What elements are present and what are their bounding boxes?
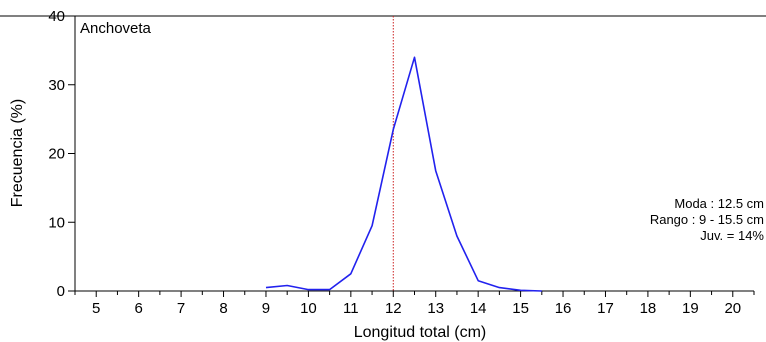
x-tick-label: 6 xyxy=(134,300,142,317)
x-tick-label: 13 xyxy=(427,300,444,317)
x-tick-label: 5 xyxy=(92,300,100,317)
x-tick-label: 18 xyxy=(640,300,657,317)
y-tick-label: 10 xyxy=(48,214,65,231)
x-tick-label: 16 xyxy=(555,300,572,317)
x-tick-label: 19 xyxy=(682,300,699,317)
x-axis-title: Longitud total (cm) xyxy=(354,324,487,341)
series-line xyxy=(265,56,542,292)
y-axis-title: Frecuencia (%) xyxy=(9,99,26,207)
x-tick-label: 20 xyxy=(724,300,741,317)
x-axis: 5 6 7 8 9 10 11 12 13 14 15 16 17 18 19 20 xyxy=(74,290,755,317)
series-group xyxy=(265,56,542,292)
x-tick-label: 12 xyxy=(385,300,402,317)
y-tick-label: 20 xyxy=(48,146,65,163)
x-tick-label: 15 xyxy=(512,300,529,317)
y-axis: 0 10 20 30 40 xyxy=(48,8,76,300)
y-tick-label: 40 xyxy=(48,8,65,25)
y-tick-label: 0 xyxy=(57,283,65,300)
x-tick-label: 17 xyxy=(597,300,614,317)
x-tick-label: 10 xyxy=(300,300,317,317)
panel-label: Anchoveta xyxy=(80,20,152,37)
x-tick-label: 9 xyxy=(262,300,270,317)
annotation-moda: Moda : 12.5 cm xyxy=(674,196,764,211)
annotation-juveniles: Juv. = 14% xyxy=(700,228,764,243)
y-tick-label: 30 xyxy=(48,77,65,94)
x-tick-label: 11 xyxy=(343,300,359,317)
x-tick-label: 14 xyxy=(470,300,487,317)
x-tick-label: 8 xyxy=(219,300,227,317)
annotation-rango: Rango : 9 - 15.5 cm xyxy=(650,212,764,227)
x-tick-label: 7 xyxy=(177,300,185,317)
